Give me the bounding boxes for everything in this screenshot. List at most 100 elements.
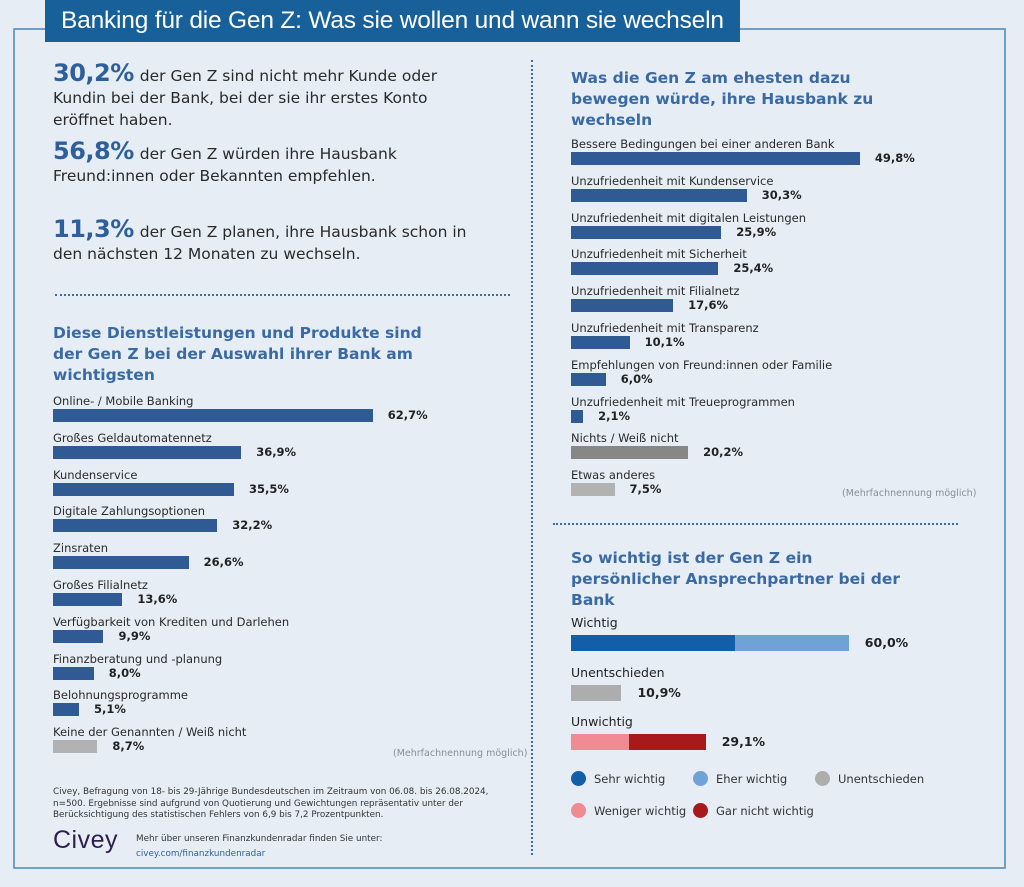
contact-person-chart-title: So wichtig ist der Gen Z ein persönliche… [571, 549, 901, 609]
bar [571, 446, 689, 460]
bar-item: Unzufriedenheit mit Kundenservice 30,3% [571, 174, 1011, 211]
bar-label: Nichts / Weiß nicht [571, 431, 679, 446]
bar-item: Unzufriedenheit mit digitalen Leistungen… [571, 211, 1011, 248]
bar [53, 482, 235, 496]
legend-label: Sehr wichtig [594, 771, 666, 786]
bar-label: Unzufriedenheit mit Filialnetz [571, 284, 740, 299]
bar-value-label: 13,6% [137, 592, 178, 606]
bar-value-label: 20,2% [703, 445, 744, 460]
bar-item: Zinsraten 26,6% [53, 541, 493, 578]
bar-segment-weniger-wichtig [571, 734, 630, 750]
bar-segment-sehr-wichtig [571, 635, 736, 651]
stat-value: 30,2% [53, 59, 134, 87]
bar-label: Finanzberatung und -planung [53, 651, 223, 666]
bar-label: Unzufriedenheit mit Kundenservice [571, 173, 774, 188]
bar-label: Keine der Genannten / Weiß nicht [53, 725, 247, 740]
bar-label: Zinsraten [53, 541, 109, 556]
stat-value: 11,3% [53, 215, 134, 243]
bar-item: Etwas anderes 7,5% [571, 468, 1011, 505]
stacked-bar-item: Wichtig 60,0% [571, 615, 951, 661]
legend-item: Weniger wichtig [571, 803, 686, 818]
stacked-bar-value-label: 10,9% [637, 685, 681, 700]
bar [571, 336, 630, 349]
bar-item: Finanzberatung und -planung 8,0% [53, 652, 493, 689]
bar-value-label: 7,5% [629, 482, 662, 497]
bar [571, 299, 674, 313]
services-chart-title: Diese Dienstleistungen und Produkte sind… [53, 324, 422, 384]
bar-item: Kundenservice 35,5% [53, 468, 493, 505]
bar-label: Verfügbarkeit von Krediten und Darlehen [53, 614, 290, 629]
bar-item: Keine der Genannten / Weiß nicht 8,7% [53, 725, 493, 762]
stacked-bar [571, 734, 706, 750]
bar-value-label: 9,9% [118, 628, 151, 643]
bar-value-label: 35,5% [249, 481, 289, 496]
legend-dot-eher-wichtig [693, 771, 708, 786]
civey-logo: Civey [53, 826, 119, 854]
bar-value-label: 17,6% [688, 298, 728, 313]
bar-value-label: 8,0% [108, 665, 141, 680]
stat-text: der Gen Z würden ihre Hausbank Freund:in… [53, 145, 397, 185]
bar-label: Digitale Zahlungsoptionen [53, 504, 206, 519]
left-divider [55, 294, 510, 296]
bar [53, 593, 123, 606]
bar-label: Unzufriedenheit mit digitalen Leistungen [571, 210, 807, 225]
page-title: Banking für die Gen Z: Was sie wollen un… [45, 0, 740, 42]
stacked-bar [571, 635, 849, 651]
bar-value-label: 30,3% [761, 187, 802, 202]
legend-label: Gar nicht wichtig [716, 803, 814, 818]
bar-label: Empfehlungen von Freund:innen oder Famil… [571, 357, 833, 372]
bar-label: Bessere Bedingungen bei einer anderen Ba… [571, 137, 835, 151]
bar-item: Verfügbarkeit von Krediten und Darlehen 9… [53, 615, 493, 652]
bar [571, 372, 606, 386]
bar-value-label: 25,9% [736, 224, 777, 239]
legend-item: Eher wichtig [693, 771, 787, 786]
bar-value-label: 25,4% [733, 261, 774, 276]
bar-label: Belohnungsprogramme [53, 688, 189, 703]
stacked-bar-value-label: 60,0% [864, 635, 909, 650]
bar-segment-gar-nicht-wichtig [629, 734, 706, 750]
bar [53, 445, 242, 459]
stacked-bar [571, 685, 622, 701]
finanzkundenradar-link[interactable]: civey.com/finanzkundenradar [136, 849, 266, 859]
bar-item: Bessere Bedingungen bei einer anderen Ba… [571, 137, 1011, 174]
bar-value-label: 36,9% [256, 444, 297, 459]
bar-value-label: 8,7% [112, 739, 145, 754]
bar-label: Unzufriedenheit mit Treueprogrammen [571, 394, 795, 409]
right-divider [553, 523, 958, 525]
bar-segment-eher-wichtig [735, 635, 849, 651]
legend-item: Sehr wichtig [571, 771, 665, 786]
stat-3: 11,3% der Gen Z planen, ihre Hausbank sch… [53, 215, 493, 265]
bar [571, 483, 615, 497]
bar [571, 225, 722, 239]
bar [53, 740, 98, 754]
bar-value-label: 6,0% [620, 371, 653, 386]
bar-item: Online- / Mobile Banking 62,7% [53, 394, 493, 431]
bar [571, 409, 584, 423]
legend-dot-sehr-wichtig [571, 771, 586, 786]
bar-value-label: 10,1% [644, 335, 685, 349]
stacked-bar-value-label: 29,1% [721, 734, 766, 749]
bar-value-label: 5,1% [94, 702, 126, 717]
bar-item: Großes Filialnetz 13,6% [53, 578, 493, 615]
bar-value-label: 49,8% [874, 151, 915, 165]
bar-label: Großes Filialnetz [53, 578, 148, 592]
legend-dot-gar-nicht-wichtig [693, 803, 708, 818]
bar [571, 152, 860, 165]
vertical-divider [531, 60, 533, 855]
bar [53, 556, 189, 570]
bar-item: Großes Geldautomatennetz 36,9% [53, 431, 493, 468]
bar-item: Empfehlungen von Freund:innen oder Famil… [571, 358, 1011, 395]
bar-label: Online- / Mobile Banking [53, 394, 194, 408]
stat-text: der Gen Z sind nicht mehr Kunde oder Kun… [53, 67, 438, 129]
bar-label: Unzufriedenheit mit Transparenz [571, 321, 759, 335]
bar [571, 188, 747, 202]
bar-label: Großes Geldautomatennetz [53, 430, 212, 445]
more-info-text: Mehr über unseren Finanzkundenradar find… [136, 834, 383, 844]
bar-item: Unzufriedenheit mit Sicherheit 25,4% [571, 247, 1011, 284]
bar-label: Unzufriedenheit mit Sicherheit [571, 247, 747, 262]
stacked-bar-label: Wichtig [571, 615, 618, 630]
stat-1: 30,2% der Gen Z sind nicht mehr Kunde ode… [53, 59, 493, 131]
more-info: Mehr über unseren Finanzkundenradar find… [136, 832, 382, 862]
bar-value-label: 62,7% [387, 408, 428, 422]
legend-item: Gar nicht wichtig [693, 803, 814, 818]
